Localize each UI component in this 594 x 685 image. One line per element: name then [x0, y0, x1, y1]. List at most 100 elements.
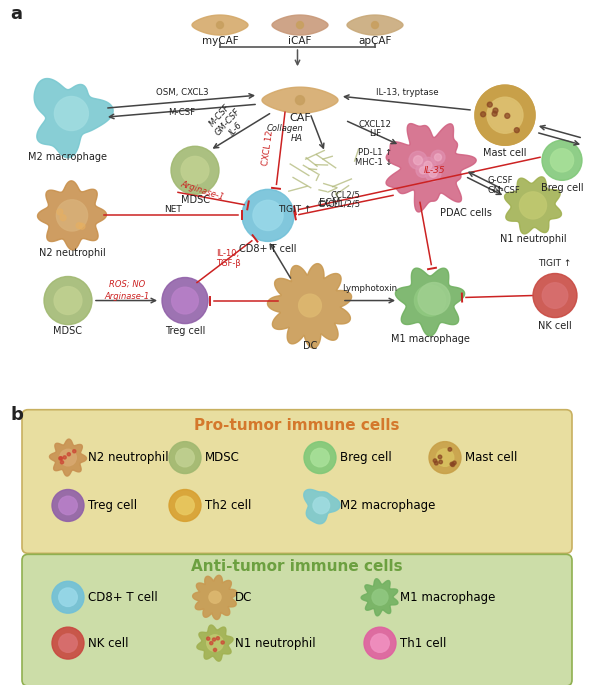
Text: ECM: ECM — [320, 199, 341, 208]
Text: CCL2/5: CCL2/5 — [330, 191, 360, 200]
Circle shape — [210, 642, 213, 645]
Text: Breg cell: Breg cell — [541, 184, 583, 193]
Circle shape — [207, 635, 223, 651]
Circle shape — [60, 214, 66, 221]
Circle shape — [551, 149, 574, 172]
Circle shape — [313, 497, 330, 514]
Text: TIGIT ↑: TIGIT ↑ — [278, 205, 311, 214]
Circle shape — [429, 442, 461, 473]
Text: Th1 cell: Th1 cell — [400, 636, 446, 649]
Polygon shape — [34, 79, 113, 158]
Polygon shape — [192, 575, 237, 619]
Circle shape — [295, 96, 305, 105]
Circle shape — [409, 151, 427, 169]
Text: M-CSF: M-CSF — [169, 108, 195, 116]
Circle shape — [59, 449, 76, 466]
Circle shape — [419, 167, 426, 174]
Text: PD-L1 ↑: PD-L1 ↑ — [358, 148, 392, 157]
Circle shape — [492, 111, 497, 116]
Circle shape — [371, 21, 378, 29]
Polygon shape — [49, 439, 87, 476]
Circle shape — [176, 496, 194, 514]
Circle shape — [79, 223, 85, 229]
Circle shape — [450, 462, 454, 466]
Circle shape — [487, 97, 523, 134]
Circle shape — [489, 99, 520, 131]
Circle shape — [436, 449, 454, 466]
Text: CD8+ T cell: CD8+ T cell — [88, 590, 158, 603]
Text: G-CSF
GM-CSF: G-CSF GM-CSF — [487, 175, 520, 195]
Text: myCAF: myCAF — [202, 36, 238, 46]
Circle shape — [434, 153, 441, 161]
Circle shape — [59, 457, 62, 460]
Circle shape — [57, 209, 63, 215]
Circle shape — [213, 648, 217, 651]
Polygon shape — [267, 264, 352, 348]
Text: PDAC cells: PDAC cells — [440, 208, 492, 219]
Text: apCAF: apCAF — [358, 36, 391, 46]
Text: N2 neutrophil: N2 neutrophil — [88, 451, 169, 464]
Circle shape — [299, 294, 321, 317]
Circle shape — [416, 163, 430, 177]
Circle shape — [52, 490, 84, 521]
Polygon shape — [504, 177, 561, 234]
Polygon shape — [347, 15, 403, 35]
Circle shape — [481, 112, 486, 116]
Text: Breg cell: Breg cell — [340, 451, 392, 464]
Text: NET: NET — [164, 205, 182, 214]
Circle shape — [162, 277, 208, 323]
Circle shape — [171, 147, 219, 195]
Circle shape — [420, 158, 436, 173]
Circle shape — [542, 283, 568, 308]
Circle shape — [216, 636, 219, 640]
Circle shape — [418, 282, 450, 314]
Circle shape — [169, 442, 201, 473]
Circle shape — [176, 448, 194, 467]
Text: N2 neutrophil: N2 neutrophil — [39, 249, 105, 258]
Text: LIF: LIF — [369, 129, 381, 138]
Circle shape — [425, 165, 441, 182]
Circle shape — [451, 463, 454, 466]
Circle shape — [216, 21, 223, 29]
Text: Pro-tumor immune cells: Pro-tumor immune cells — [194, 418, 400, 433]
Text: Anti-tumor immune cells: Anti-tumor immune cells — [191, 559, 403, 574]
Text: N1 neutrophil: N1 neutrophil — [500, 234, 566, 245]
Circle shape — [296, 21, 304, 29]
Circle shape — [533, 273, 577, 318]
Circle shape — [364, 627, 396, 659]
Circle shape — [514, 127, 519, 133]
Text: ROS; NO: ROS; NO — [109, 280, 145, 289]
Text: Treg cell: Treg cell — [165, 325, 205, 336]
Circle shape — [67, 453, 71, 456]
Circle shape — [242, 189, 294, 241]
Circle shape — [54, 286, 82, 314]
Text: NK cell: NK cell — [88, 636, 128, 649]
Text: M2 macrophage: M2 macrophage — [29, 152, 108, 162]
Text: M1 macrophage: M1 macrophage — [391, 334, 469, 344]
Circle shape — [253, 200, 283, 230]
Circle shape — [59, 457, 62, 460]
Polygon shape — [272, 15, 328, 35]
Text: DC: DC — [303, 340, 317, 351]
Circle shape — [413, 155, 422, 165]
Circle shape — [438, 455, 442, 459]
Circle shape — [63, 456, 67, 459]
Text: Mast cell: Mast cell — [465, 451, 517, 464]
Polygon shape — [386, 123, 476, 212]
Circle shape — [448, 447, 451, 451]
Circle shape — [76, 223, 82, 229]
Text: NK cell: NK cell — [538, 321, 572, 331]
Polygon shape — [396, 268, 465, 336]
Circle shape — [542, 140, 582, 180]
Text: Th2 cell: Th2 cell — [205, 499, 251, 512]
Circle shape — [475, 85, 535, 145]
Text: Collagen
HA: Collagen HA — [266, 123, 303, 143]
Text: IL-13, tryptase: IL-13, tryptase — [375, 88, 438, 97]
Polygon shape — [262, 87, 338, 113]
Circle shape — [304, 442, 336, 473]
Text: CAF: CAF — [289, 113, 311, 123]
Circle shape — [181, 156, 209, 184]
Circle shape — [439, 460, 443, 464]
Circle shape — [55, 97, 89, 131]
Polygon shape — [304, 489, 340, 524]
